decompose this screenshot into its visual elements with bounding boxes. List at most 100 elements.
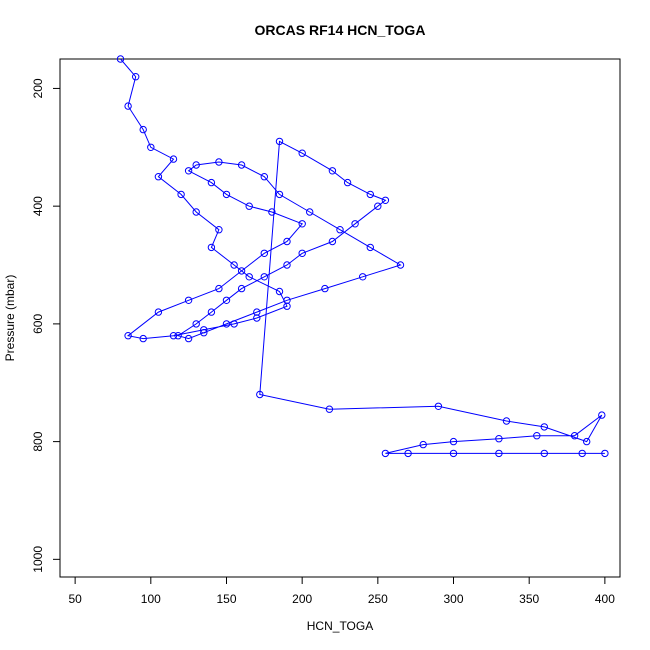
data-point (253, 308, 261, 316)
data-point (245, 273, 253, 281)
series-layer (116, 55, 609, 458)
data-point (253, 314, 261, 322)
y-axis-label: Pressure (mbar) (3, 275, 17, 362)
data-point (207, 178, 216, 187)
x-tick-label-4: 250 (368, 592, 388, 606)
data-point (124, 332, 132, 340)
data-point (275, 137, 284, 146)
data-point (275, 190, 284, 199)
data-point (215, 284, 223, 293)
data-point (200, 329, 208, 337)
data-point (260, 249, 268, 258)
data-point (583, 437, 591, 446)
data-point (366, 190, 374, 199)
data-point (336, 226, 344, 234)
y-tick-label-0: 200 (31, 78, 45, 98)
data-point (222, 320, 231, 328)
x-axis-label: HCN_TOGA (307, 619, 373, 633)
y-tick-label-1: 400 (31, 196, 45, 216)
data-point (359, 273, 367, 281)
data-point (570, 432, 579, 440)
data-point (298, 220, 306, 228)
data-point (533, 432, 541, 440)
data-point (396, 261, 405, 269)
data-point (298, 149, 306, 157)
data-point (283, 296, 291, 304)
plot-frame (59, 58, 621, 578)
data-point (502, 417, 511, 425)
data-point (434, 402, 443, 410)
data-point (174, 332, 182, 340)
data-point (343, 178, 352, 187)
x-tick-label-3: 200 (292, 592, 312, 606)
data-point (215, 226, 223, 234)
data-point (325, 405, 334, 413)
data-point (578, 449, 586, 458)
data-point (495, 449, 503, 458)
data-point (306, 208, 314, 216)
data-point (404, 449, 412, 458)
data-point (169, 332, 178, 340)
data-point (283, 237, 291, 246)
data-point (139, 334, 147, 343)
data-point (207, 308, 216, 316)
data-point (298, 249, 306, 258)
y-tick-label-2: 600 (31, 314, 45, 334)
data-point (237, 161, 246, 169)
data-point (207, 243, 216, 252)
data-point (283, 261, 291, 269)
data-point (184, 296, 193, 304)
data-point (177, 190, 185, 199)
data-point (540, 423, 548, 431)
data-point (268, 208, 276, 216)
y-tick-label-4: 1000 (31, 546, 45, 573)
data-point (192, 208, 200, 216)
data-point (419, 440, 427, 449)
data-point (200, 326, 208, 334)
data-point (124, 102, 132, 110)
data-point (222, 190, 231, 199)
data-point (184, 334, 193, 343)
series-line-0 (120, 58, 605, 454)
data-point (366, 243, 374, 252)
data-point (260, 173, 268, 181)
x-tick-label-5: 300 (443, 592, 463, 606)
data-point (192, 161, 200, 169)
data-point (381, 196, 390, 205)
data-point (540, 449, 548, 458)
data-point (321, 284, 329, 293)
x-tick-label-2: 150 (216, 592, 236, 606)
chart-title: ORCAS RF14 HCN_TOGA (255, 22, 426, 38)
data-point (260, 273, 268, 281)
data-point (222, 296, 231, 304)
x-axis: 50 100 150 200 250 300 350 400 (68, 577, 615, 606)
x-tick-label-0: 50 (68, 592, 82, 606)
data-point (192, 320, 200, 328)
data-point (215, 158, 223, 166)
data-point (381, 449, 390, 458)
data-point (449, 449, 458, 458)
data-point (328, 237, 337, 246)
data-point (230, 261, 238, 269)
x-tick-label-7: 400 (595, 592, 615, 606)
data-point (449, 437, 458, 446)
data-point (116, 55, 125, 63)
data-point (132, 73, 140, 81)
data-point (275, 287, 284, 296)
data-point (237, 267, 246, 275)
y-axis: 200 400 600 800 1000 (31, 78, 60, 573)
data-point (328, 167, 337, 175)
x-tick-label-6: 350 (519, 592, 539, 606)
data-point (237, 284, 246, 293)
data-point (495, 435, 503, 443)
data-point (184, 167, 193, 175)
y-tick-label-3: 800 (31, 431, 45, 451)
data-point (230, 320, 238, 328)
data-point (139, 125, 147, 134)
data-point (245, 202, 253, 210)
data-point (154, 173, 163, 181)
data-point (601, 449, 609, 458)
data-point (147, 143, 155, 152)
data-point (154, 308, 163, 316)
